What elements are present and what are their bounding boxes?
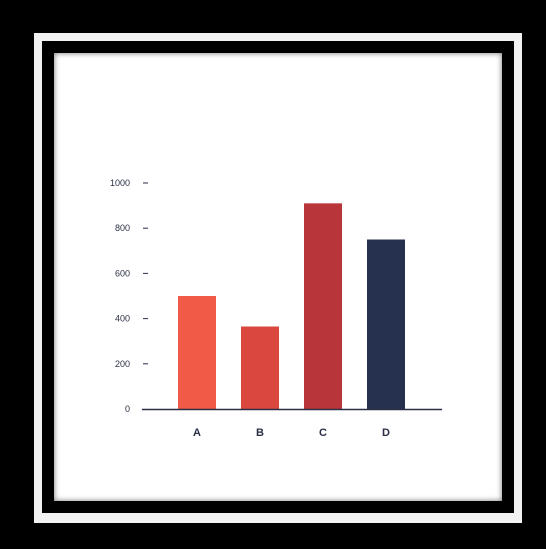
y-axis: 0 200 400 600 800 1000 bbox=[110, 178, 148, 414]
chart-canvas: 0 200 400 600 800 1000 A B C D bbox=[54, 53, 502, 501]
bar-a bbox=[178, 296, 216, 409]
y-tick-label: 800 bbox=[115, 223, 130, 233]
y-tick-label: 0 bbox=[125, 404, 130, 414]
x-axis-labels: A B C D bbox=[193, 427, 390, 439]
bars bbox=[178, 203, 405, 409]
y-tick-label: 1000 bbox=[110, 178, 130, 188]
y-tick-label: 600 bbox=[115, 268, 130, 278]
x-tick-label-d: D bbox=[382, 427, 390, 439]
y-tick-label: 200 bbox=[115, 359, 130, 369]
x-tick-label-b: B bbox=[256, 427, 264, 439]
x-tick-label-c: C bbox=[319, 427, 327, 439]
y-tick-label: 400 bbox=[115, 314, 130, 324]
bar-chart: 0 200 400 600 800 1000 A B C D bbox=[110, 178, 442, 439]
bar-b bbox=[241, 326, 279, 409]
x-tick-label-a: A bbox=[193, 427, 201, 439]
bar-c bbox=[304, 203, 342, 409]
bar-d bbox=[367, 239, 405, 409]
